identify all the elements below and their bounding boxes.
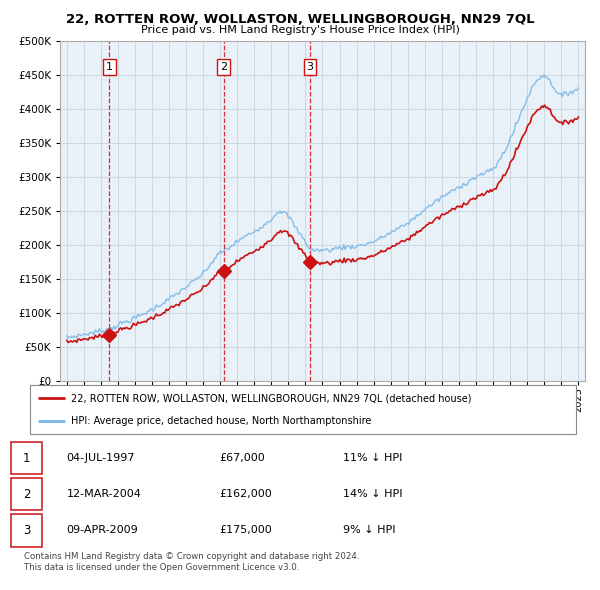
- Text: £67,000: £67,000: [220, 453, 265, 463]
- Text: 09-APR-2009: 09-APR-2009: [67, 525, 139, 535]
- Text: 3: 3: [307, 62, 314, 72]
- Text: £175,000: £175,000: [220, 525, 272, 535]
- Text: 04-JUL-1997: 04-JUL-1997: [67, 453, 135, 463]
- FancyBboxPatch shape: [11, 442, 42, 474]
- Text: 2: 2: [23, 487, 30, 501]
- FancyBboxPatch shape: [11, 514, 42, 546]
- Text: £162,000: £162,000: [220, 489, 272, 499]
- Text: 14% ↓ HPI: 14% ↓ HPI: [343, 489, 403, 499]
- Text: 3: 3: [23, 524, 30, 537]
- Text: 11% ↓ HPI: 11% ↓ HPI: [343, 453, 403, 463]
- Text: 22, ROTTEN ROW, WOLLASTON, WELLINGBOROUGH, NN29 7QL (detached house): 22, ROTTEN ROW, WOLLASTON, WELLINGBOROUG…: [71, 394, 472, 404]
- Text: HPI: Average price, detached house, North Northamptonshire: HPI: Average price, detached house, Nort…: [71, 415, 371, 425]
- FancyBboxPatch shape: [11, 478, 42, 510]
- Text: 2: 2: [220, 62, 227, 72]
- Text: Price paid vs. HM Land Registry's House Price Index (HPI): Price paid vs. HM Land Registry's House …: [140, 25, 460, 35]
- Text: 9% ↓ HPI: 9% ↓ HPI: [343, 525, 396, 535]
- Text: 1: 1: [106, 62, 113, 72]
- Text: Contains HM Land Registry data © Crown copyright and database right 2024.
This d: Contains HM Land Registry data © Crown c…: [24, 552, 359, 572]
- FancyBboxPatch shape: [30, 385, 576, 434]
- Text: 1: 1: [23, 451, 30, 464]
- Text: 22, ROTTEN ROW, WOLLASTON, WELLINGBOROUGH, NN29 7QL: 22, ROTTEN ROW, WOLLASTON, WELLINGBOROUG…: [65, 13, 535, 26]
- Text: 12-MAR-2004: 12-MAR-2004: [67, 489, 142, 499]
